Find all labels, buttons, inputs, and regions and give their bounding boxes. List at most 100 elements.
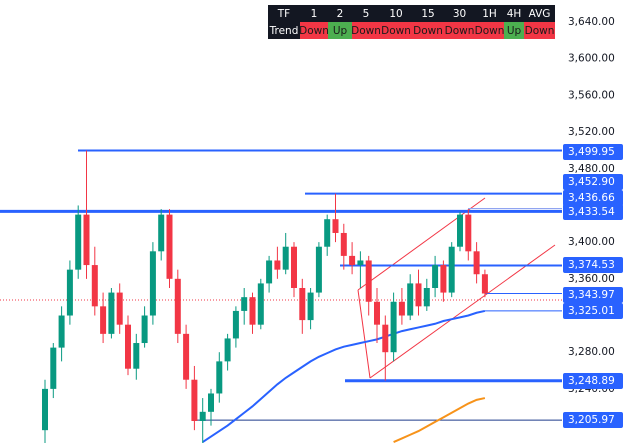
candle-body	[390, 301, 397, 353]
level-label: 3,433.54	[568, 206, 615, 218]
table-header: 4H	[507, 8, 522, 20]
table-cell	[328, 22, 352, 39]
candle-body	[42, 388, 48, 431]
candle-body	[158, 214, 165, 252]
table-value: Up	[507, 25, 522, 37]
level-label-box	[563, 257, 623, 273]
candle-body	[91, 265, 98, 307]
candle-body	[332, 219, 339, 233]
table-header-cell	[444, 5, 475, 22]
table-cell	[412, 22, 444, 39]
candle-body	[224, 338, 231, 362]
candle-body	[307, 292, 314, 321]
candle-body	[415, 283, 422, 307]
table-value: Up	[333, 25, 348, 37]
table-header: 2	[337, 8, 344, 20]
candle-body	[274, 260, 281, 270]
candle-body	[199, 411, 206, 421]
channel-edge	[357, 289, 371, 379]
candle-body	[465, 214, 472, 252]
candle-body	[282, 246, 289, 270]
candle-body	[266, 260, 273, 284]
table-header-cell	[412, 5, 444, 22]
candle-body	[232, 310, 239, 339]
channel-lower	[369, 244, 556, 379]
candle-body	[374, 301, 380, 325]
table-header-cell	[504, 5, 524, 22]
candle-body	[125, 324, 131, 369]
table-value: Down	[525, 25, 555, 37]
y-tick-label: 3,280.00	[568, 346, 615, 358]
candle-body	[141, 315, 148, 344]
table-header-cell	[300, 5, 328, 22]
candle-body	[216, 361, 223, 394]
table-header: 10	[389, 8, 402, 20]
candle-body	[166, 214, 173, 279]
candle-body	[448, 246, 455, 293]
level-label-box	[563, 287, 623, 303]
candle-body	[365, 260, 372, 302]
candle-body	[257, 283, 264, 325]
y-tick-label: 3,560.00	[568, 89, 615, 101]
table-value: Down	[351, 25, 381, 37]
level-label-box	[563, 373, 623, 389]
candle-body	[315, 246, 322, 293]
y-tick-label: 3,640.00	[568, 16, 615, 28]
table-header: 5	[363, 8, 370, 20]
candle-body	[357, 260, 364, 266]
moving-average	[393, 397, 486, 443]
table-value: Down	[381, 25, 411, 37]
candle-body	[191, 379, 198, 421]
candle-body	[340, 232, 347, 256]
table-cell	[504, 22, 524, 39]
candle-body	[75, 214, 82, 270]
candle-body	[108, 292, 115, 334]
candle-body	[208, 393, 214, 412]
level-label: 3,205.97	[568, 414, 615, 426]
moving-average	[202, 309, 486, 443]
candle-body	[291, 246, 297, 288]
candle-body	[66, 269, 73, 316]
candle-body	[423, 287, 430, 307]
candle-body	[349, 255, 356, 266]
y-tick-label: 3,520.00	[568, 126, 615, 138]
candle-body	[116, 292, 123, 325]
candle-body	[407, 283, 414, 316]
level-label: 3,499.95	[568, 146, 615, 158]
candle-body	[299, 287, 306, 321]
table-cell	[300, 22, 328, 39]
table-cell	[524, 22, 555, 39]
level-label: 3,325.01	[568, 305, 615, 317]
table-value: Down	[445, 25, 475, 37]
level-label: 3,452.90	[568, 176, 615, 188]
candle-body	[50, 347, 57, 389]
table-value: Down	[475, 25, 505, 37]
y-tick-label: 3,480.00	[568, 163, 615, 175]
candle-body	[481, 274, 488, 294]
level-label-box	[563, 190, 623, 206]
level-label: 3,248.89	[568, 375, 615, 387]
table-header-cell	[380, 5, 412, 22]
table-header: TF	[277, 8, 290, 20]
level-label-box	[563, 412, 623, 428]
candle-body	[174, 278, 181, 334]
table-header: 1H	[482, 8, 497, 20]
table-value: Trend	[269, 25, 299, 37]
candle-body	[473, 251, 480, 275]
candle-body	[324, 219, 331, 247]
table-cell	[268, 22, 300, 39]
candle-body	[440, 265, 447, 293]
candle-body	[183, 333, 190, 380]
y-tick-label: 3,600.00	[568, 53, 615, 65]
candle-body	[382, 324, 389, 353]
candle-body	[149, 251, 156, 316]
level-label-box	[563, 204, 623, 220]
candle-body	[241, 297, 248, 311]
level-label-box	[563, 144, 623, 160]
table-header: AVG	[529, 8, 551, 20]
channel-upper	[357, 197, 486, 291]
candle-body	[133, 343, 140, 369]
channel	[357, 197, 556, 379]
table-header-cell	[475, 5, 504, 22]
